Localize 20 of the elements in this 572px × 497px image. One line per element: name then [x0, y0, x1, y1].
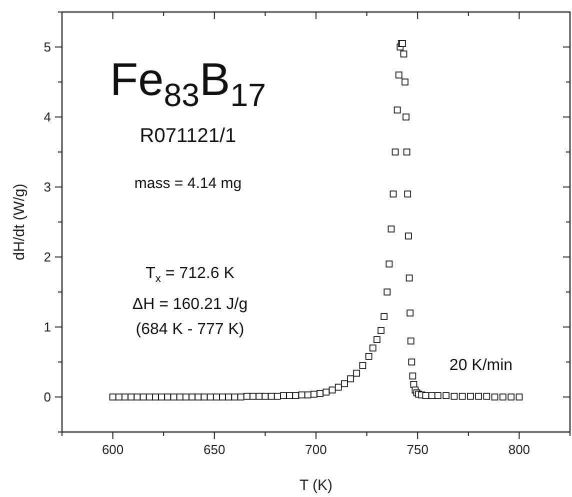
y-axis-title: dH/dt (W/g): [11, 184, 28, 260]
y-tick-label: 4: [44, 110, 51, 124]
y-tick-label: 2: [44, 250, 51, 264]
x-tick-label: 750: [406, 442, 428, 457]
annotation: mass = 4.14 mg: [134, 175, 242, 192]
annotation: (684 K - 777 K): [136, 321, 244, 338]
y-tick-label: 0: [44, 390, 51, 404]
x-tick-label: 800: [508, 442, 530, 457]
annotation: ΔH = 160.21 J/g: [132, 296, 248, 313]
y-tick-label: 5: [44, 40, 51, 54]
x-tick-label: 650: [204, 442, 226, 457]
y-tick-label: 1: [44, 320, 51, 334]
annotation: Fe$_{83}$B$_{17}$: [110, 53, 266, 114]
y-tick-label: 3: [44, 180, 51, 194]
x-axis-title: T (K): [299, 477, 333, 494]
annotation: 20 K/min: [449, 357, 513, 374]
x-tick-label: 600: [102, 442, 124, 457]
x-tick-label: 700: [305, 442, 327, 457]
annotation: T$_{x}$ = 712.6 K: [146, 265, 235, 285]
annotation: R071121/1: [140, 125, 236, 147]
